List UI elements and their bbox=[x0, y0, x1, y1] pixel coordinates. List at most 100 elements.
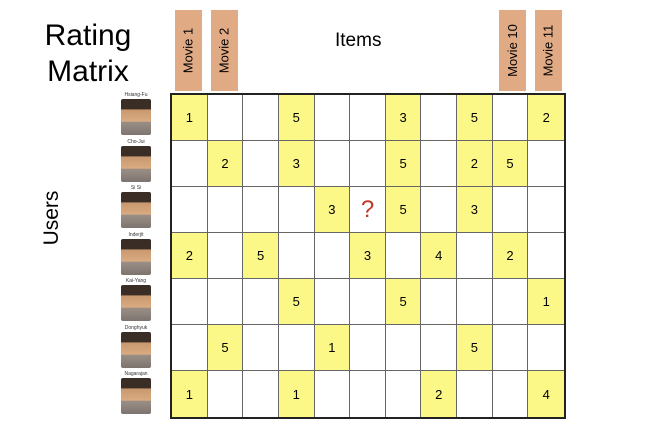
page-title: Rating Matrix bbox=[44, 19, 132, 88]
rating-cell: 3 bbox=[457, 187, 493, 233]
empty-cell bbox=[528, 187, 564, 233]
empty-cell bbox=[421, 187, 458, 233]
avatar bbox=[121, 99, 151, 135]
rating-cell: 1 bbox=[528, 279, 564, 325]
user-7: Nagarajan bbox=[118, 371, 154, 415]
avatar bbox=[121, 192, 151, 229]
empty-cell bbox=[350, 141, 386, 187]
empty-cell bbox=[243, 371, 279, 417]
empty-cell bbox=[493, 371, 529, 417]
rating-cell: 3 bbox=[314, 187, 351, 233]
user-name: Hsiang-Fu bbox=[124, 92, 148, 98]
empty-cell bbox=[243, 325, 279, 371]
movie-label-4: Movie 11 bbox=[534, 10, 562, 91]
movie-label-3: Movie 10 bbox=[498, 10, 526, 91]
empty-cell bbox=[278, 325, 315, 371]
empty-cell bbox=[457, 233, 493, 279]
empty-cell bbox=[243, 279, 279, 325]
rating-cell: 3 bbox=[278, 141, 315, 187]
rating-cell: 1 bbox=[278, 371, 315, 417]
empty-cell bbox=[314, 141, 351, 187]
user-4: Inderjit bbox=[118, 232, 154, 275]
rating-cell: 2 bbox=[207, 141, 244, 187]
movie-label-text: Movie 11 bbox=[540, 24, 556, 77]
empty-cell bbox=[314, 233, 351, 279]
empty-cell bbox=[243, 95, 279, 141]
rating-cell: 1 bbox=[172, 371, 208, 417]
movie-label-text: Movie 2 bbox=[216, 27, 232, 74]
empty-cell bbox=[492, 95, 529, 141]
rating-cell: 5 bbox=[457, 325, 493, 371]
rating-cell: 2 bbox=[172, 233, 208, 279]
unknown-rating-cell: ? bbox=[350, 187, 386, 233]
rating-cell: 3 bbox=[350, 233, 386, 279]
rating-cell: 3 bbox=[385, 95, 422, 141]
rating-cell: 5 bbox=[243, 233, 279, 279]
rating-cell: 4 bbox=[528, 371, 564, 417]
items-axis-label: Items bbox=[335, 30, 382, 51]
empty-cell bbox=[421, 95, 458, 141]
rating-cell: 5 bbox=[385, 279, 422, 325]
user-name: Inderjit bbox=[128, 231, 144, 238]
empty-cell bbox=[421, 279, 458, 325]
user-name: Donghyuk bbox=[124, 324, 148, 331]
rating-cell: 2 bbox=[492, 233, 529, 279]
empty-cell bbox=[492, 279, 529, 325]
empty-cell bbox=[457, 279, 493, 325]
avatar bbox=[121, 238, 151, 275]
user-2: Cho-Jui bbox=[118, 139, 154, 182]
rating-cell: 5 bbox=[207, 325, 244, 371]
user-name: Cho-Jui bbox=[127, 138, 145, 145]
movie-label-text: Movie 1 bbox=[180, 27, 196, 74]
empty-cell bbox=[278, 233, 315, 279]
empty-cell bbox=[172, 325, 208, 371]
empty-cell bbox=[208, 371, 244, 417]
empty-cell bbox=[350, 95, 386, 141]
empty-cell bbox=[207, 279, 244, 325]
rating-cell: 1 bbox=[314, 325, 351, 371]
user-1: Hsiang-Fu bbox=[118, 92, 154, 135]
users-axis-label: Users bbox=[40, 190, 63, 246]
empty-cell bbox=[386, 371, 422, 417]
rating-cell: 5 bbox=[385, 187, 422, 233]
rating-cell: 5 bbox=[385, 141, 422, 187]
empty-cell bbox=[350, 279, 386, 325]
empty-cell bbox=[528, 325, 564, 371]
empty-cell bbox=[528, 141, 564, 187]
empty-cell bbox=[314, 279, 351, 325]
rating-cell: 2 bbox=[421, 371, 458, 417]
rating-cell: 4 bbox=[421, 233, 458, 279]
empty-cell bbox=[243, 187, 279, 233]
empty-cell bbox=[207, 233, 244, 279]
empty-cell bbox=[172, 279, 208, 325]
avatar bbox=[121, 145, 151, 182]
movie-label-text: Movie 10 bbox=[504, 24, 520, 77]
empty-cell bbox=[278, 187, 315, 233]
user-name: Kai-Yang bbox=[125, 278, 147, 285]
empty-cell bbox=[172, 141, 208, 187]
avatar bbox=[121, 378, 151, 415]
user-3: Si Si bbox=[118, 185, 154, 229]
user-name: Nagarajan bbox=[124, 371, 148, 378]
movie-label-2: Movie 2 bbox=[210, 10, 238, 91]
empty-cell bbox=[314, 95, 351, 141]
empty-cell bbox=[385, 325, 422, 371]
empty-cell bbox=[528, 233, 564, 279]
rating-cell: 1 bbox=[172, 95, 208, 141]
empty-cell bbox=[207, 95, 244, 141]
rating-cell: 5 bbox=[278, 95, 315, 141]
empty-cell bbox=[243, 141, 279, 187]
empty-cell bbox=[207, 187, 244, 233]
empty-cell bbox=[385, 233, 422, 279]
empty-cell bbox=[457, 371, 493, 417]
empty-cell bbox=[421, 141, 458, 187]
empty-cell bbox=[172, 187, 208, 233]
rating-cell: 2 bbox=[528, 95, 564, 141]
empty-cell bbox=[492, 187, 529, 233]
user-6: Donghyuk bbox=[118, 325, 154, 368]
user-name: Si Si bbox=[130, 185, 142, 192]
rating-cell: 2 bbox=[457, 141, 493, 187]
user-5: Kai-Yang bbox=[118, 278, 154, 322]
avatar bbox=[121, 285, 151, 322]
empty-cell bbox=[350, 371, 386, 417]
